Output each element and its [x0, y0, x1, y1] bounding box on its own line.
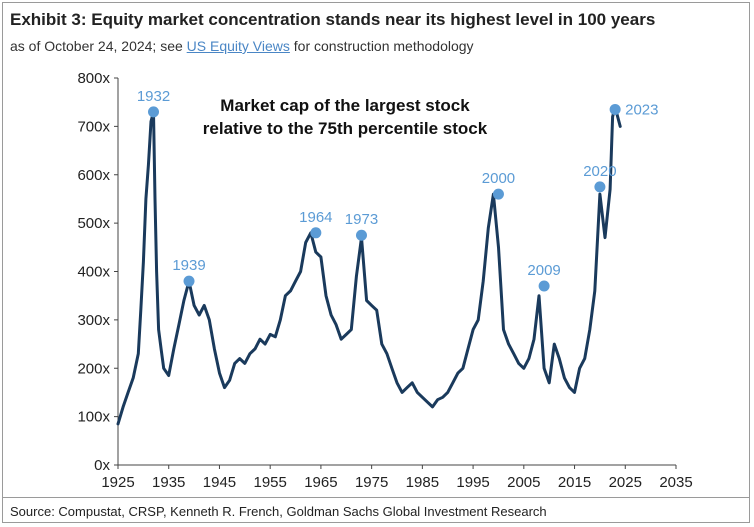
- y-tick-label: 500x: [77, 215, 110, 232]
- peak-label: 1939: [172, 257, 205, 274]
- y-tick-label: 200x: [77, 360, 110, 377]
- source-divider: [2, 497, 750, 498]
- x-tick-label: 2015: [558, 474, 591, 491]
- y-tick-label: 800x: [77, 70, 110, 87]
- peak-label: 2000: [482, 170, 515, 187]
- y-tick-label: 0x: [94, 457, 110, 474]
- peak-label: 1973: [345, 211, 378, 228]
- y-tick-label: 700x: [77, 118, 110, 135]
- peak-marker: [148, 106, 160, 118]
- y-tick-label: 300x: [77, 312, 110, 329]
- x-tick-label: 2035: [659, 474, 692, 491]
- x-tick-label: 1985: [406, 474, 439, 491]
- x-tick-label: 1935: [152, 474, 185, 491]
- peak-label: 1932: [137, 88, 170, 105]
- x-tick-label: 1925: [101, 474, 134, 491]
- peak-marker: [492, 188, 504, 200]
- peak-label: 2020: [583, 163, 616, 180]
- chart-title: Market cap of the largest stock relative…: [202, 96, 488, 138]
- x-tick-label: 1975: [355, 474, 388, 491]
- peak-marker: [183, 275, 195, 287]
- peak-label: 2023: [625, 101, 658, 118]
- exhibit-subtitle: as of October 24, 2024; see US Equity Vi…: [10, 38, 474, 54]
- x-tick-label: 1995: [456, 474, 489, 491]
- peak-marker: [310, 227, 322, 239]
- x-tick-label: 2025: [609, 474, 642, 491]
- exhibit-title: Exhibit 3: Equity market concentration s…: [10, 10, 656, 29]
- peak-label: 1964: [299, 209, 332, 226]
- concentration-series-line: [116, 105, 622, 426]
- subtitle-suffix: for construction methodology: [289, 38, 474, 54]
- x-tick-label: 2005: [507, 474, 540, 491]
- x-tick-label: 1945: [203, 474, 236, 491]
- subtitle-prefix: as of October 24, 2024; see: [10, 38, 187, 54]
- us-equity-views-link[interactable]: US Equity Views: [186, 38, 290, 54]
- x-tick-label: 1965: [304, 474, 337, 491]
- y-tick-label: 400x: [77, 264, 110, 281]
- x-tick-label: 1955: [253, 474, 286, 491]
- peak-marker: [538, 280, 550, 292]
- y-tick-label: 100x: [77, 409, 110, 426]
- source-note: Source: Compustat, CRSP, Kenneth R. Fren…: [10, 504, 547, 519]
- peak-label: 2009: [527, 262, 560, 279]
- peak-marker: [609, 103, 621, 115]
- y-tick-label: 600x: [77, 167, 110, 184]
- peak-marker: [594, 181, 606, 193]
- peak-marker: [355, 229, 367, 241]
